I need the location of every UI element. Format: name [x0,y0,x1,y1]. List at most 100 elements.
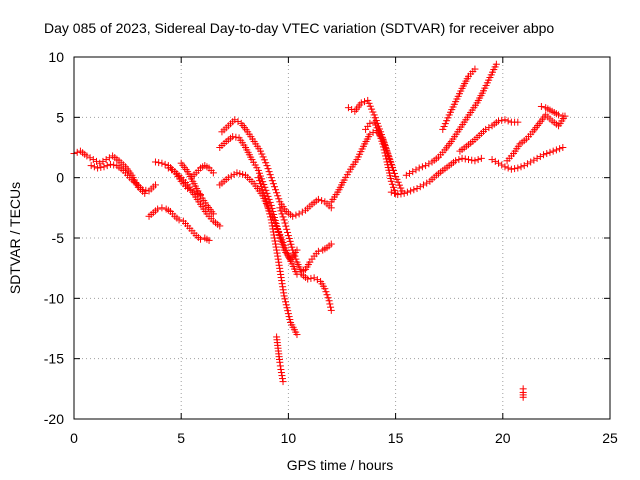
data-point [410,186,418,194]
data-point [269,180,277,188]
data-point [261,192,269,200]
data-point [270,234,278,242]
data-point [441,120,449,128]
data-point [325,297,333,305]
data-point [380,146,388,154]
data-point [257,147,265,155]
data-point [307,274,315,282]
data-point [239,170,247,178]
data-point [397,190,405,198]
data-point [279,213,287,221]
data-point [366,119,374,127]
data-point [158,159,166,167]
x-axis-label: GPS time / hours [287,457,394,473]
data-point [549,147,557,155]
data-point [425,160,433,168]
data-point [272,243,280,251]
data-point [275,195,283,203]
data-point [419,181,427,189]
data-point [263,162,271,170]
axis-ticks: 0 5 10 15 20 25 -20 -15 -10 -5 0 5 10 [44,49,618,446]
data-point [286,316,294,324]
data-point [415,164,423,172]
data-point [282,301,290,309]
data-point [556,145,564,153]
data-point [520,162,528,170]
data-point [455,156,463,164]
data-point [423,179,431,187]
y-tick-label: 10 [48,49,64,65]
data-point [284,307,292,315]
y-tick-label: -20 [44,411,64,427]
data-point [283,304,291,312]
data-point [327,306,335,314]
data-point [285,313,293,321]
data-point [474,156,482,164]
data-point [141,189,149,197]
data-point [444,114,452,122]
data-point [304,275,312,283]
data-point [87,162,95,170]
data-point [533,154,541,162]
data-point [269,228,277,236]
data-point [540,151,548,159]
data-point [280,292,288,300]
data-point [407,187,415,195]
data-point [402,171,410,179]
data-point [326,300,334,308]
data-point [381,149,389,157]
data-point [498,116,506,124]
data-point [262,195,270,203]
data-point [265,168,273,176]
data-point [379,143,387,151]
data-point [546,148,554,156]
data-point [273,249,281,257]
data-point [327,204,335,212]
data-point [155,159,163,167]
data-point [416,183,424,191]
data-point [93,157,101,165]
data-point [388,180,396,188]
data-point [282,298,290,306]
data-point [209,210,217,218]
data-point [277,366,285,374]
data-point [327,240,335,248]
data-point [498,161,506,169]
data-point [464,156,472,164]
y-tick-label: 0 [56,170,64,186]
x-tick-label: 10 [281,430,297,446]
data-point [543,150,551,158]
data-point [276,362,284,370]
data-point [259,153,267,161]
data-point [260,189,268,197]
data-point [86,154,94,162]
data-point [103,162,111,170]
data-point [468,156,476,164]
data-point [286,237,294,245]
data-point [519,393,527,401]
data-point [278,210,286,218]
data-point [400,189,408,197]
data-point [164,164,172,172]
data-point [523,160,531,168]
data-point [318,197,326,205]
data-point [196,235,204,243]
data-point [151,181,159,189]
data-point [324,294,332,302]
data-point [492,60,500,68]
data-point [482,125,490,133]
data-point [231,116,239,124]
data-point [327,303,335,311]
data-point [393,175,401,183]
data-point [292,211,300,219]
x-tick-label: 5 [177,430,185,446]
data-point [272,186,280,194]
data-point [289,246,297,254]
data-point [406,169,414,177]
data-point [89,156,97,164]
data-point [262,198,270,206]
data-point [443,117,451,125]
data-point [323,291,331,299]
data-point [267,174,275,182]
